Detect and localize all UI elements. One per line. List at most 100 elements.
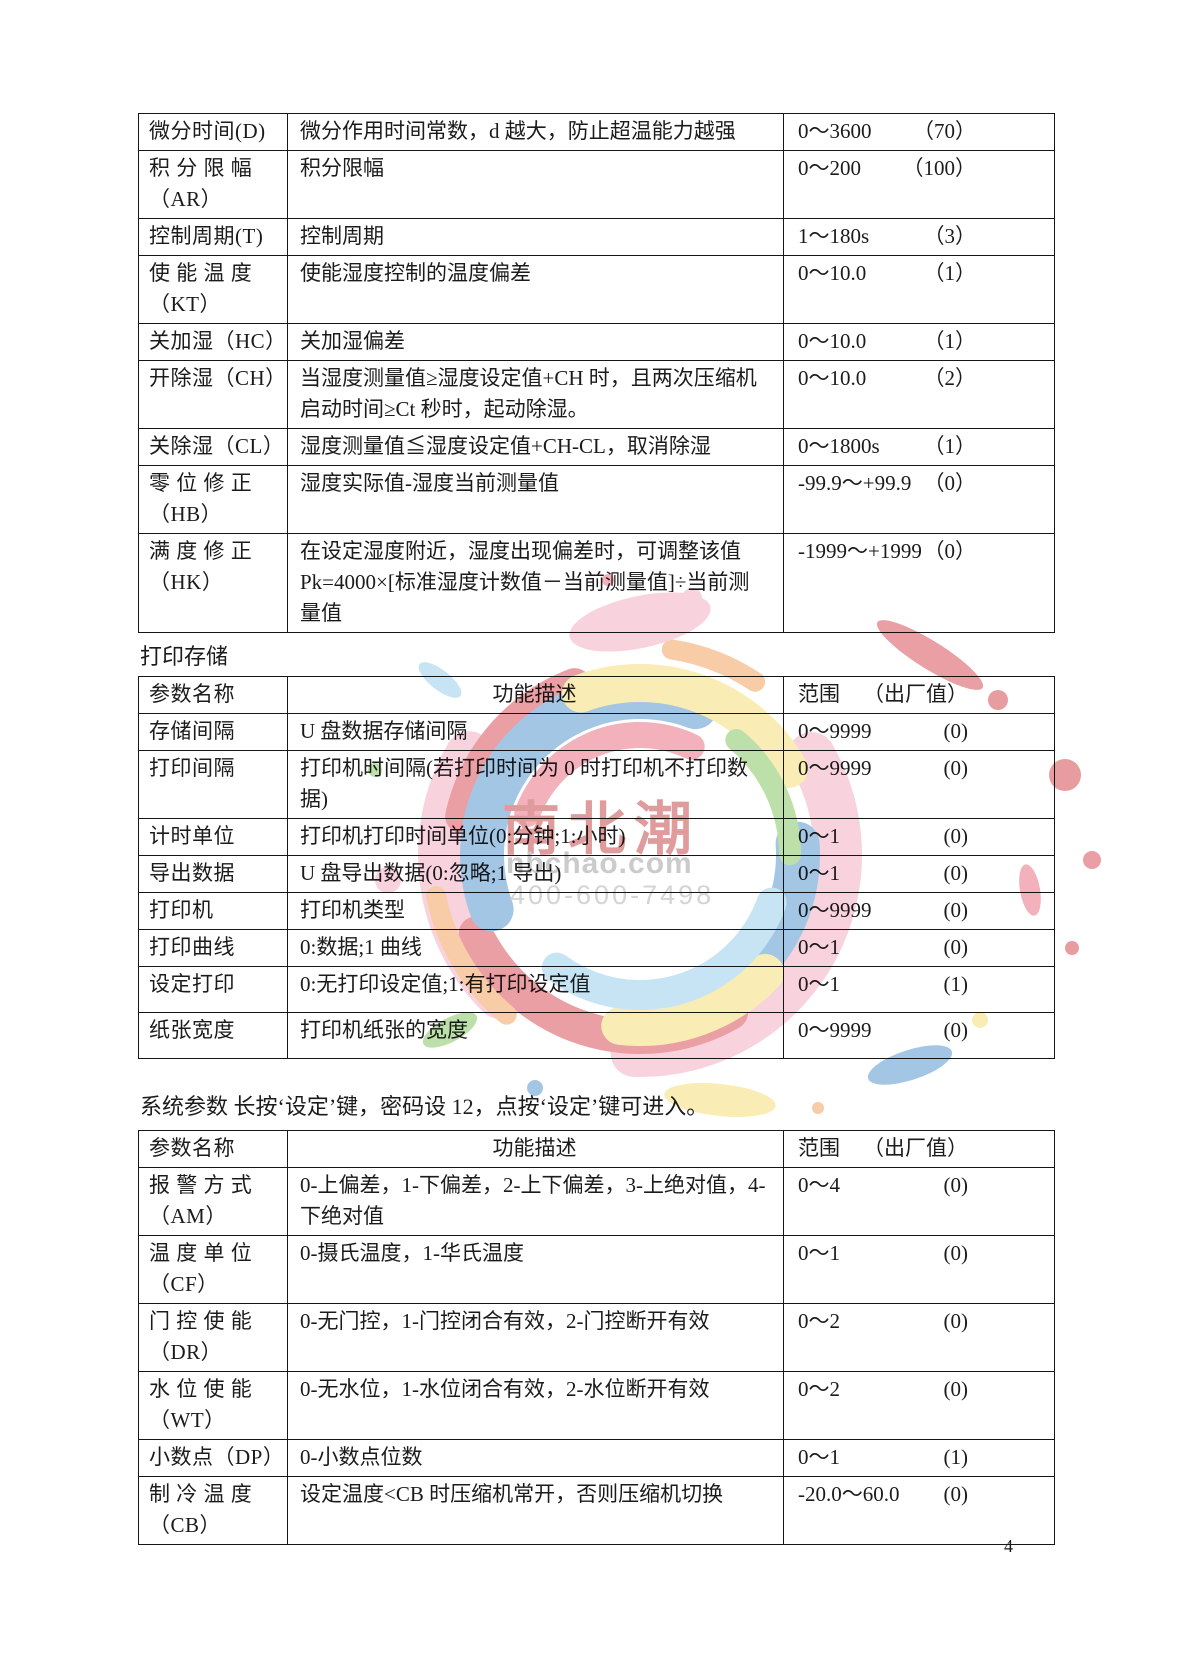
table-row: 存储间隔 U 盘数据存储间隔 0～9999 (0) [139, 714, 1054, 751]
table-row: 打印曲线 0:数据;1 曲线 0～1 (0) [139, 930, 1054, 967]
table-row: 微分时间(D) 微分作用时间常数，d 越大，防止超温能力越强 0～3600 （7… [139, 114, 1054, 151]
range-value: 0～4 [798, 1173, 840, 1197]
table-row: 打印机 打印机类型 0～9999 (0) [139, 893, 1054, 930]
factory-default: （70） [913, 119, 976, 143]
range-cell: 0～9999 (0) [784, 714, 1054, 750]
table-row: 关除湿（CL） 湿度测量值≦湿度设定值+CH-CL，取消除湿 0～1800s （… [139, 429, 1054, 466]
pid-parameters-table: 微分时间(D) 微分作用时间常数，d 越大，防止超温能力越强 0～3600 （7… [138, 113, 1055, 633]
description-cell: 0-小数点位数 [288, 1440, 784, 1476]
range-cell: 0～2 (0) [784, 1372, 1054, 1439]
table-row: 温 度 单 位 （CF） 0-摄氏温度，1-华氏温度 0～1 (0) [139, 1236, 1054, 1304]
factory-default: (0) [943, 1482, 969, 1506]
factory-default: (0) [943, 824, 969, 848]
factory-default: (0) [943, 898, 969, 922]
description-cell: 在设定湿度附近，湿度出现偏差时，可调整该值Pk=4000×[标准湿度计数值－当前… [288, 534, 784, 632]
range-value: 0～1 [798, 1445, 840, 1469]
range-cell: 0～1 (0) [784, 1236, 1054, 1303]
param-name-cell: 打印间隔 [139, 751, 288, 818]
param-name-cell: 温 度 单 位 （CF） [139, 1236, 288, 1303]
table-row: 零 位 修 正 （HB） 湿度实际值-湿度当前测量值 -99.9～+99.9 （… [139, 466, 1054, 534]
param-name-cell: 开除湿（CH） [139, 361, 288, 428]
factory-default: （0） [923, 471, 977, 495]
range-cell: 0～3600 （70） [784, 114, 1054, 150]
header-range-label: 范围 [798, 682, 840, 706]
range-cell: 0～9999 (0) [784, 751, 1054, 818]
factory-default: (0) [943, 1309, 969, 1333]
table-row: 设定打印 0:无打印设定值;1:有打印设定值 0～1 (1) [139, 967, 1054, 1013]
range-value: 0～2 [798, 1377, 840, 1401]
factory-default: (0) [943, 1173, 969, 1197]
range-value: 0～9999 [798, 719, 872, 743]
table-row: 满 度 修 正 （HK） 在设定湿度附近，湿度出现偏差时，可调整该值Pk=400… [139, 534, 1054, 632]
range-cell: -20.0～60.0 (0) [784, 1477, 1054, 1544]
factory-default: （2） [923, 366, 977, 390]
description-cell: 打印机打印时间单位(0:分钟;1:小时) [288, 819, 784, 855]
description-cell: 使能湿度控制的温度偏差 [288, 256, 784, 323]
param-name-cell: 关加湿（HC） [139, 324, 288, 360]
range-cell: 0～1 (0) [784, 856, 1054, 892]
header-default-label: （出厂值） [863, 1136, 968, 1160]
table-row: 报 警 方 式 （AM） 0-上偏差，1-下偏差，2-上下偏差，3-上绝对值，4… [139, 1168, 1054, 1236]
range-cell: 0～1 (1) [784, 1440, 1054, 1476]
table-row: 计时单位 打印机打印时间单位(0:分钟;1:小时) 0～1 (0) [139, 819, 1054, 856]
description-cell: 打印机类型 [288, 893, 784, 929]
header-default-label: （出厂值） [863, 682, 968, 706]
factory-default: (0) [943, 756, 969, 780]
factory-default: (0) [943, 1018, 969, 1042]
factory-default: （1） [923, 329, 977, 353]
description-cell: 打印机时间隔(若打印时间为 0 时打印机不打印数据) [288, 751, 784, 818]
param-name-cell: 导出数据 [139, 856, 288, 892]
header-description: 功能描述 [288, 1131, 784, 1167]
param-name-cell: 小数点（DP） [139, 1440, 288, 1476]
range-value: 0～9999 [798, 756, 872, 780]
factory-default: (0) [943, 935, 969, 959]
range-value: 0～1 [798, 935, 840, 959]
page-number: 4 [1004, 1536, 1013, 1556]
description-cell: 0-无门控，1-门控闭合有效，2-门控断开有效 [288, 1304, 784, 1371]
header-range: 范围 （出厂值） [784, 677, 1054, 713]
page-content: 微分时间(D) 微分作用时间常数，d 越大，防止超温能力越强 0～3600 （7… [138, 113, 1055, 1545]
system-parameters-table: 参数名称 功能描述 范围 （出厂值） 报 警 方 式 （AM） 0-上偏差，1-… [138, 1130, 1055, 1545]
description-cell: 控制周期 [288, 219, 784, 255]
param-name-cell: 制 冷 温 度 （CB） [139, 1477, 288, 1544]
range-cell: 0～10.0 （1） [784, 256, 1054, 323]
table-row: 纸张宽度 打印机纸张的宽度 0～9999 (0) [139, 1013, 1054, 1058]
header-range: 范围 （出厂值） [784, 1131, 1054, 1167]
table-row: 控制周期(T) 控制周期 1～180s （3） [139, 219, 1054, 256]
table-row: 导出数据 U 盘导出数据(0:忽略;1 导出) 0～1 (0) [139, 856, 1054, 893]
range-value: 0～200 [798, 156, 861, 180]
range-value: -20.0～60.0 [798, 1482, 900, 1506]
range-value: 0～1 [798, 972, 840, 996]
range-value: 1～180s [798, 224, 870, 248]
param-name-cell: 满 度 修 正 （HK） [139, 534, 288, 632]
table-row: 积 分 限 幅 （AR） 积分限幅 0～200 （100） [139, 151, 1054, 219]
system-section-title: 系统参数 长按‘设定’键，密码设 12，点按‘设定’键可进入。 [140, 1094, 709, 1119]
table-row: 门 控 使 能 （DR） 0-无门控，1-门控闭合有效，2-门控断开有效 0～2… [139, 1304, 1054, 1372]
table-header-row: 参数名称 功能描述 范围 （出厂值） [139, 677, 1054, 714]
range-cell: 0～4 (0) [784, 1168, 1054, 1235]
range-cell: 0～9999 (0) [784, 1013, 1054, 1058]
table-row: 关加湿（HC） 关加湿偏差 0～10.0 （1） [139, 324, 1054, 361]
header-range-label: 范围 [798, 1136, 840, 1160]
range-cell: 0～10.0 （1） [784, 324, 1054, 360]
factory-default: （0） [923, 539, 977, 563]
range-value: -99.9～+99.9 [798, 471, 912, 495]
print-storage-section-title: 打印存储 [140, 644, 229, 669]
description-cell: 当湿度测量值≥湿度设定值+CH 时，且两次压缩机启动时间≥Ct 秒时，起动除湿。 [288, 361, 784, 428]
factory-default: （1） [923, 261, 977, 285]
factory-default: (0) [943, 719, 969, 743]
range-cell: 0～200 （100） [784, 151, 1054, 218]
factory-default: (0) [943, 1241, 969, 1265]
description-cell: 关加湿偏差 [288, 324, 784, 360]
table-row: 开除湿（CH） 当湿度测量值≥湿度设定值+CH 时，且两次压缩机启动时间≥Ct … [139, 361, 1054, 429]
factory-default: (1) [943, 972, 969, 996]
range-cell: 0～9999 (0) [784, 893, 1054, 929]
table-row: 使 能 温 度 （KT） 使能湿度控制的温度偏差 0～10.0 （1） [139, 256, 1054, 324]
param-name-cell: 关除湿（CL） [139, 429, 288, 465]
header-param-name: 参数名称 [139, 1131, 288, 1167]
description-cell: 0-无水位，1-水位闭合有效，2-水位断开有效 [288, 1372, 784, 1439]
range-cell: 0～1800s （1） [784, 429, 1054, 465]
factory-default: (1) [943, 1445, 969, 1469]
param-name-cell: 控制周期(T) [139, 219, 288, 255]
param-name-cell: 打印机 [139, 893, 288, 929]
